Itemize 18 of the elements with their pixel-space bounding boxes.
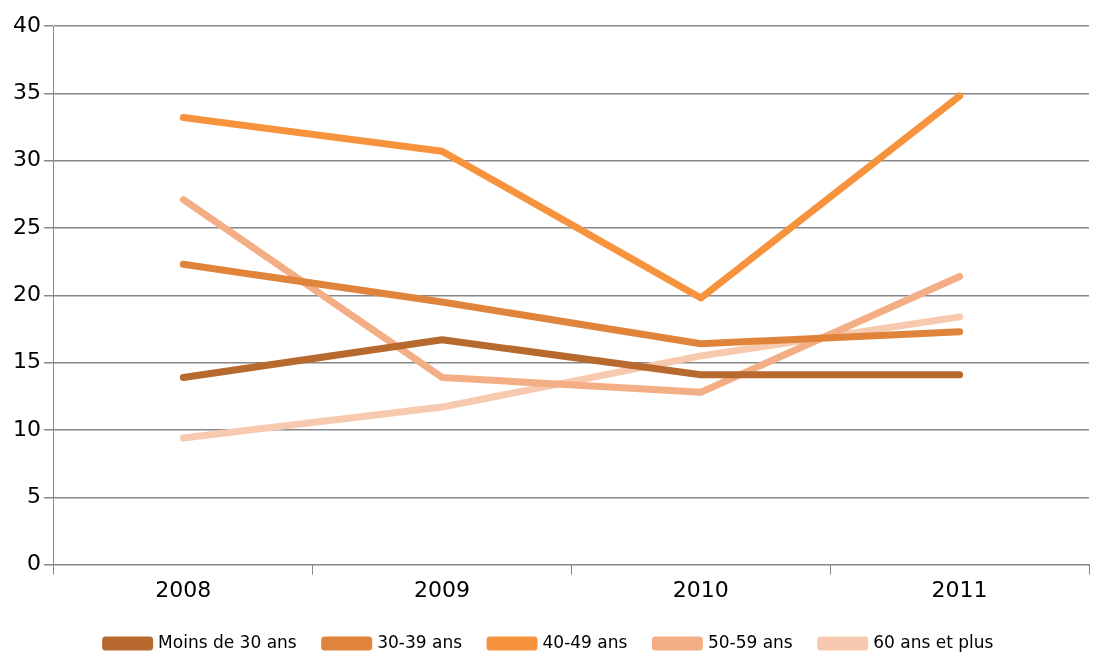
- legend-label: 60 ans et plus: [873, 631, 994, 652]
- legend-label: 30-39 ans: [377, 631, 463, 652]
- legend-label: Moins de 30 ans: [158, 631, 297, 652]
- legend-label: 40-49 ans: [542, 631, 628, 652]
- y-tick-label: 35: [12, 79, 41, 105]
- x-tick-label: 2010: [672, 576, 729, 602]
- y-tick-label: 40: [12, 11, 41, 37]
- y-tick-label: 30: [12, 146, 41, 172]
- y-tick-label: 10: [12, 415, 41, 441]
- y-tick-label: 25: [12, 213, 41, 239]
- y-tick-label: 5: [26, 482, 41, 508]
- x-tick-label: 2008: [155, 576, 212, 602]
- y-tick-label: 20: [12, 281, 41, 307]
- x-tick-label: 2009: [414, 576, 471, 602]
- legend-label: 50-59 ans: [707, 631, 793, 652]
- y-tick-label: 15: [12, 348, 41, 374]
- y-tick-label: 0: [26, 550, 41, 576]
- x-tick-label: 2011: [931, 576, 988, 602]
